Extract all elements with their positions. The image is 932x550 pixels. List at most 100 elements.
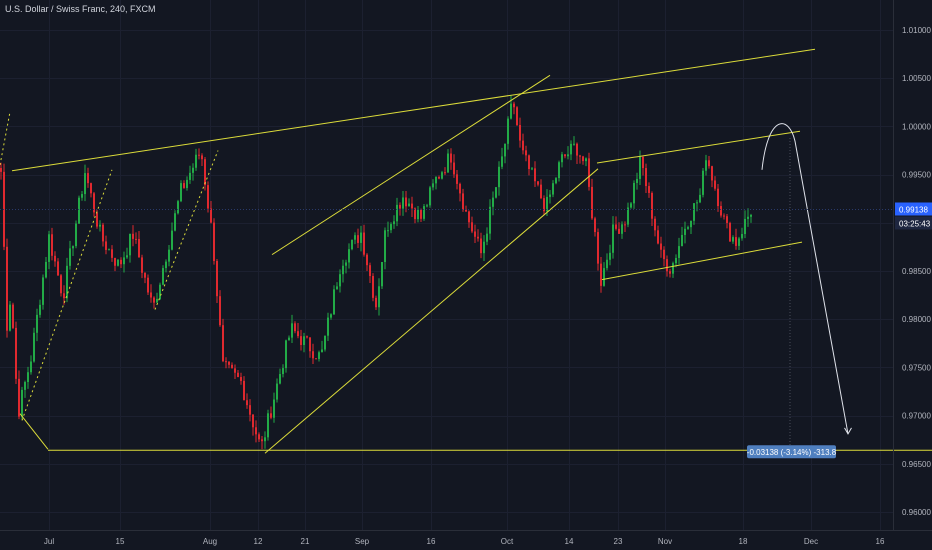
candle-up xyxy=(72,246,74,249)
candle-down xyxy=(315,358,317,360)
candle-up xyxy=(162,268,164,285)
candle-down xyxy=(270,413,272,418)
candle-down xyxy=(579,155,581,157)
candle-down xyxy=(204,159,206,186)
candle-down xyxy=(258,434,260,440)
candle-up xyxy=(432,183,434,188)
time-tick-label: Dec xyxy=(804,537,818,546)
candle-down xyxy=(420,209,422,219)
candle-up xyxy=(78,197,80,224)
candle-up xyxy=(627,207,629,225)
candle-up xyxy=(264,437,266,442)
candle-down xyxy=(669,271,671,274)
candle-up xyxy=(573,143,575,145)
trendline xyxy=(264,168,599,454)
candle-down xyxy=(414,208,416,220)
candle-down xyxy=(222,325,224,362)
candle-down xyxy=(210,208,212,223)
candle-down xyxy=(60,275,62,294)
symbol-title[interactable]: U.S. Dollar / Swiss Franc, 240, FXCM xyxy=(5,4,156,14)
candle-down xyxy=(300,336,302,345)
candle-up xyxy=(621,224,623,234)
candle-up xyxy=(612,224,614,253)
price-tick-label: 0.96000 xyxy=(902,508,931,517)
candle-down xyxy=(537,181,539,185)
candle-up xyxy=(684,228,686,235)
candle-down xyxy=(543,198,545,212)
time-tick-label: 16 xyxy=(427,537,436,546)
candle-up xyxy=(123,257,125,265)
price-tick-label: 0.97500 xyxy=(902,363,931,372)
candle-up xyxy=(129,233,131,256)
candle-up xyxy=(429,187,431,206)
candle-down xyxy=(294,323,296,332)
candle-down xyxy=(411,203,413,209)
candle-down xyxy=(234,368,236,373)
candle-up xyxy=(156,298,158,303)
countdown-label: 03:25:43 xyxy=(899,219,931,228)
candle-up xyxy=(744,218,746,235)
candle-down xyxy=(729,222,731,242)
price-tick-label: 1.00000 xyxy=(902,122,931,131)
candle-up xyxy=(741,234,743,239)
candle-up xyxy=(45,261,47,278)
candle-up xyxy=(387,230,389,232)
candle-down xyxy=(657,230,659,244)
candle-up xyxy=(360,232,362,243)
candle-down xyxy=(249,405,251,415)
candle-down xyxy=(663,249,665,260)
candle-down xyxy=(306,336,308,338)
candle-down xyxy=(144,272,146,278)
candle-down xyxy=(207,185,209,209)
candle-up xyxy=(687,227,689,229)
candle-up xyxy=(39,304,41,315)
candle-down xyxy=(135,238,137,240)
candle-down xyxy=(540,184,542,199)
candle-up xyxy=(186,179,188,188)
candle-up xyxy=(354,235,356,240)
candle-up xyxy=(483,241,485,254)
candle-up xyxy=(282,368,284,375)
candle-up xyxy=(351,239,353,250)
candle-down xyxy=(453,162,455,175)
candle-up xyxy=(33,332,35,362)
candle-up xyxy=(30,361,32,373)
candle-up xyxy=(549,194,551,197)
candle-up xyxy=(276,383,278,400)
candle-down xyxy=(615,224,617,229)
candle-up xyxy=(159,284,161,299)
candle-down xyxy=(726,216,728,223)
candle-down xyxy=(465,209,467,212)
candle-up xyxy=(24,382,26,390)
candle-down xyxy=(534,168,536,182)
candle-up xyxy=(84,173,86,195)
candle-up xyxy=(603,268,605,286)
candle-down xyxy=(141,257,143,273)
candle-up xyxy=(690,220,692,228)
candle-up xyxy=(738,238,740,246)
candle-down xyxy=(513,103,515,108)
candle-up xyxy=(699,194,701,203)
candle-down xyxy=(228,361,230,365)
time-tick-label: Sep xyxy=(355,537,370,546)
projection-arrow[interactable] xyxy=(761,123,852,453)
candle-down xyxy=(183,183,185,188)
candle-down xyxy=(6,246,8,331)
candle-down xyxy=(90,183,92,194)
trendlines[interactable] xyxy=(0,48,932,454)
candle-down xyxy=(591,186,593,219)
candle-up xyxy=(279,374,281,384)
candle-down xyxy=(0,168,2,172)
candle-down xyxy=(366,254,368,266)
time-axis[interactable]: Jul 15 Aug 12 21 Sep 16 Oct 14 23 Nov 18 Dec 16 xyxy=(44,537,885,546)
candle-down xyxy=(720,206,722,216)
candle-up xyxy=(705,160,707,171)
candle-down xyxy=(468,211,470,223)
candle-down xyxy=(399,204,401,209)
candle-up xyxy=(339,274,341,287)
candle-up xyxy=(636,178,638,183)
candle-up xyxy=(423,206,425,219)
candle-up xyxy=(165,261,167,269)
candle-up xyxy=(435,177,437,184)
